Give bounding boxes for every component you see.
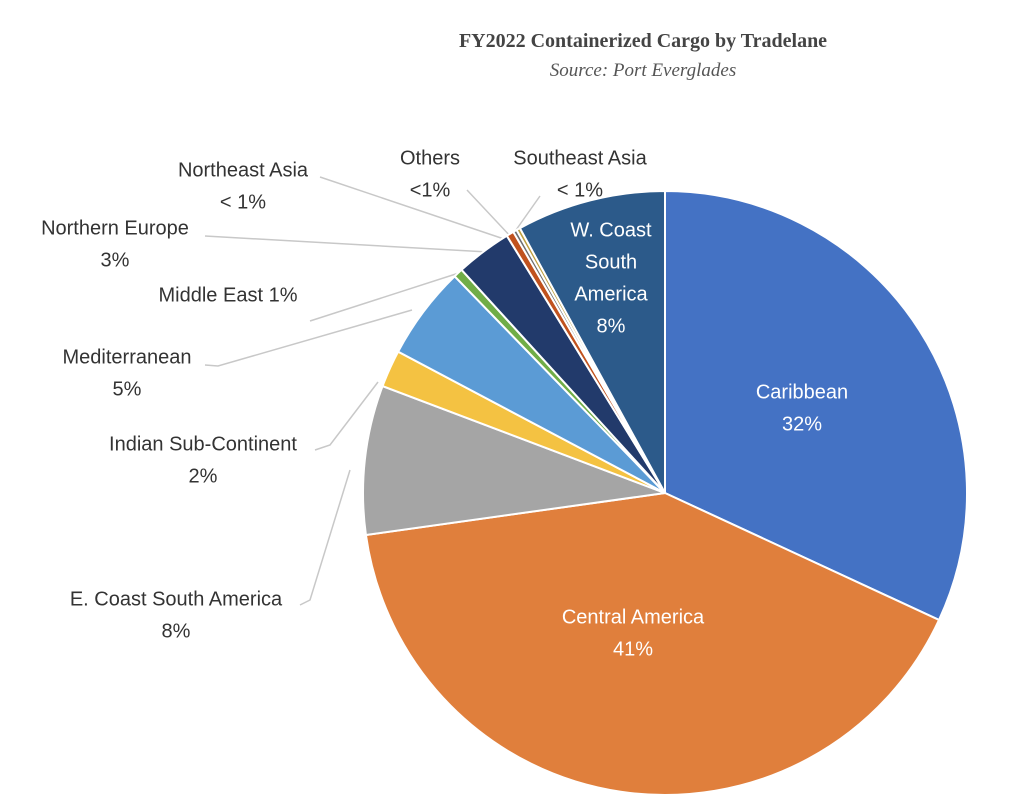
chart-title: FY2022 Containerized Cargo by Tradelane: [458, 30, 828, 52]
slice-label-middle-east: Middle East 1%: [159, 284, 298, 306]
pie-slices: [362, 189, 969, 797]
slice-value-central-america: 41%: [613, 638, 653, 660]
slice-value-e-coast-south-america: 8%: [162, 620, 191, 642]
slice-value-others: <1%: [410, 179, 451, 201]
slice-label-e-coast-south-america: E. Coast South America: [70, 588, 283, 610]
slice-value-mediterranean: 5%: [113, 378, 142, 400]
slice-value-w-coast-south-america: 8%: [597, 315, 626, 337]
slice-label-northern-europe: Northern Europe: [41, 217, 189, 239]
slice-label-w-coast-south-america-line-3: America: [574, 283, 648, 305]
slice-label-w-coast-south-america-line-1: W. Coast: [570, 219, 652, 241]
leader-line-middle-east: [309, 271, 463, 322]
slice-value-northern-europe: 3%: [101, 249, 130, 271]
leader-line-e-coast-south-america: [299, 469, 351, 606]
leader-line-northern-europe: [204, 235, 489, 253]
leader-line-southeast-asia: [515, 195, 541, 231]
slice-label-mediterranean: Mediterranean: [63, 346, 192, 368]
leader-line-mediterranean: [204, 309, 413, 367]
pie-slice-w-coast-south-america: [518, 189, 666, 494]
pie-slice-central-america: [364, 491, 941, 797]
slice-label-others: Others: [400, 147, 460, 169]
slice-value-northeast-asia: < 1%: [220, 191, 266, 213]
slice-labels: Caribbean 32% Central America 41% E. Coast S…: [41, 147, 848, 660]
slice-label-indian-sub-continent: Indian Sub-Continent: [109, 433, 297, 455]
pie-slice-e-coast-south-america: [362, 384, 666, 537]
leader-line-indian-sub-continent: [314, 381, 379, 451]
slice-label-central-america: Central America: [562, 606, 705, 628]
slice-label-caribbean: Caribbean: [756, 381, 848, 403]
slice-label-southeast-asia: Southeast Asia: [513, 147, 647, 169]
pie-slice-caribbean: [664, 189, 969, 622]
leader-lines: [204, 176, 541, 606]
slice-value-southeast-asia: < 1%: [557, 179, 603, 201]
leader-line-northeast-asia: [319, 176, 508, 241]
slice-value-indian-sub-continent: 2%: [189, 465, 218, 487]
slice-label-w-coast-south-america-line-2: South: [585, 251, 637, 273]
slice-value-caribbean: 32%: [782, 413, 822, 435]
leader-line-others: [466, 189, 513, 239]
slice-label-northeast-asia: Northeast Asia: [178, 159, 309, 181]
chart-subtitle: Source: Port Everglades: [549, 60, 737, 81]
